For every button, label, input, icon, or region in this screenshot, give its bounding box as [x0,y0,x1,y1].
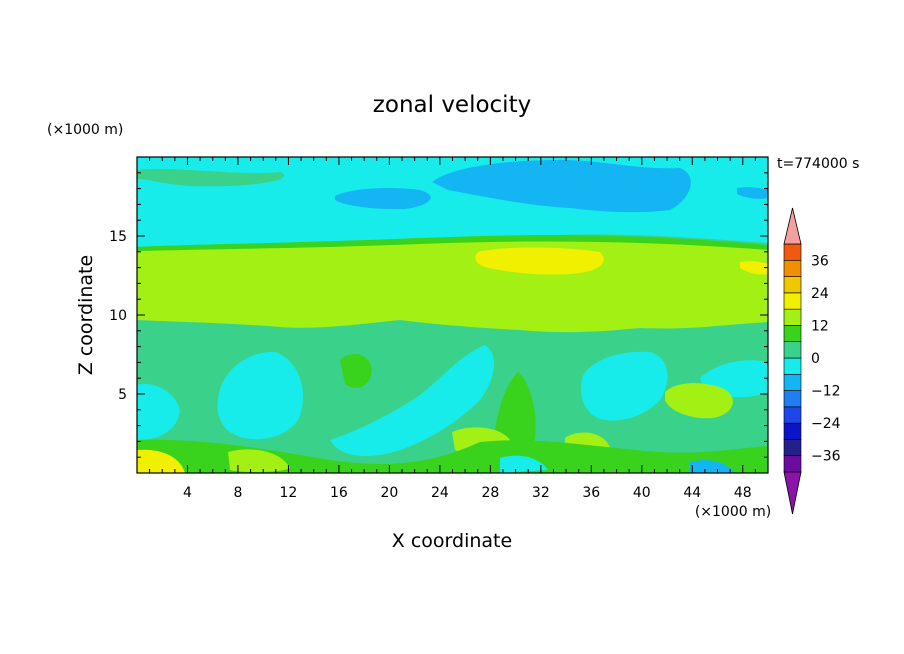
surface-yellow-2 [228,449,290,473]
upper-fast-patch-1 [432,160,691,213]
eddy-3 [580,351,668,421]
green-tongue [340,354,372,388]
colorbar-tick-label: −12 [811,384,841,400]
upper-fast-patch-3 [737,187,768,199]
colorbar-bin [783,439,802,457]
colorbar-bin [783,422,802,440]
colorbar-over-arrow [783,207,802,245]
colorbar-bin [783,325,802,343]
x-tick-label: 8 [233,485,242,501]
colorbar: 36 24 12 0 −12 −24 −36 [783,207,841,515]
colorbar-bin [783,455,802,473]
yellow-patch-1 [665,383,733,419]
surface-jet-blue-2 [690,460,735,473]
y-tick-label: 5 [118,387,127,403]
x-tick-label: 24 [431,485,449,501]
jet-core [475,247,604,275]
colorbar-bin [783,292,802,310]
colorbar-tick-label: −24 [811,416,841,432]
x-unit-label: (×1000 m) [695,504,771,520]
chart-title: zonal velocity [373,92,531,118]
x-tick-label: 16 [330,485,348,501]
x-tick-label: 32 [532,485,550,501]
surface-yellow-west [137,449,185,473]
green-tower [495,372,536,452]
colorbar-tick-label: −36 [811,449,841,465]
x-tick-label: 44 [683,485,701,501]
jet-edge [740,261,768,275]
near-surface-band [137,439,768,473]
time-label: t=774000 s [777,156,859,172]
colorbar-bin [783,341,802,359]
colorbar-bin [783,406,802,424]
colorbar-bin [783,243,802,261]
x-tick-label: 4 [183,485,192,501]
colorbar-bin [783,373,802,391]
x-tick-label: 20 [380,485,398,501]
y-tick-label: 15 [109,229,127,245]
colorbar-bin [783,390,802,408]
mid-layer [137,241,768,333]
eddy-2 [330,345,495,456]
colorbar-bin [783,276,802,294]
colorbar-tick-label: 36 [811,253,829,269]
x-tick-label: 28 [481,485,499,501]
eddy-west [137,383,180,440]
colorbar-bin [783,259,802,277]
colorbar-under-arrow [783,471,802,515]
y-axis-label: Z coordinate [75,255,97,375]
upper-fast-patch-2 [335,188,431,210]
y-tick-label: 10 [109,308,127,324]
contour-field [137,157,768,473]
eddy-1 [217,351,304,440]
colorbar-tick-label: 24 [811,286,829,302]
x-tick-label: 40 [633,485,651,501]
x-tick-label: 12 [280,485,298,501]
upper-lighter-band [137,169,285,187]
colorbar-tick-label: 12 [811,318,829,334]
x-tick-label: 36 [582,485,600,501]
x-tick-label: 48 [734,485,752,501]
colorbar-bin [783,308,802,326]
x-axis-label: X coordinate [392,530,512,552]
colorbar-bin [783,357,802,375]
surface-jet-blue [500,455,548,473]
y-unit-label: (×1000 m) [47,122,123,138]
colorbar-tick-label: 0 [811,351,820,367]
